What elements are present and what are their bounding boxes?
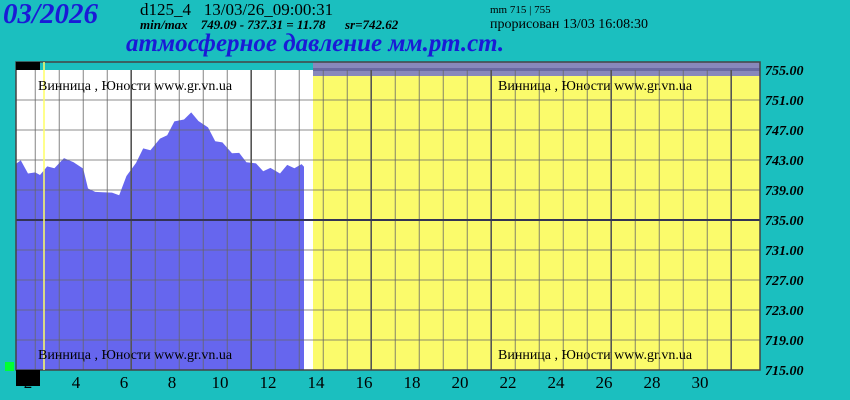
pressure-area bbox=[16, 112, 304, 371]
y-tick-label: 735.00 bbox=[765, 214, 804, 229]
watermark-top-right: Винница , Юности www.gr.vn.ua bbox=[498, 79, 693, 94]
plot-frame bbox=[15, 61, 761, 371]
station-code-datetime: d125_4 13/03/26_09:00:31 bbox=[140, 0, 333, 20]
watermark-bottom-right: Винница , Юности www.gr.vn.ua bbox=[498, 348, 693, 363]
station-code: d125_4 bbox=[140, 0, 191, 19]
x-tick-label: 24 bbox=[548, 373, 566, 392]
x-tick-label: 2 bbox=[24, 373, 33, 392]
top-band-line bbox=[313, 68, 760, 71]
minmax-label: min/max bbox=[140, 17, 188, 32]
y-tick-label: 731.00 bbox=[765, 244, 804, 259]
y-tick-label: 743.00 bbox=[765, 154, 804, 169]
x-axis-labels: 2 4 6 8 10 12 14 16 18 20 22 24 26 28 30 bbox=[24, 373, 709, 392]
y-tick-label: 727.00 bbox=[765, 274, 804, 289]
x-tick-label: 14 bbox=[308, 373, 326, 392]
minmax-line: min/max 749.09 - 737.31 = 11.78 sr=742.6… bbox=[140, 17, 398, 33]
x-tick-label: 6 bbox=[120, 373, 129, 392]
sr-value: sr=742.62 bbox=[344, 17, 399, 32]
watermark-bottom-left: Винница , Юности www.gr.vn.ua bbox=[38, 348, 233, 363]
x-tick-label: 4 bbox=[72, 373, 81, 392]
x-tick-label: 26 bbox=[596, 373, 613, 392]
x-tick-label: 20 bbox=[452, 373, 469, 392]
x-tick-label: 18 bbox=[404, 373, 421, 392]
x-tick-label: 22 bbox=[500, 373, 517, 392]
month-label: 03/2026 bbox=[3, 0, 99, 30]
y-tick-label: 747.00 bbox=[765, 124, 804, 139]
y-tick-label: 751.00 bbox=[765, 94, 804, 109]
y-tick-label: 723.00 bbox=[765, 304, 804, 319]
minmax-expr: 749.09 - 737.31 = 11.78 bbox=[200, 17, 326, 32]
mm-range: mm 715 | 755 bbox=[490, 4, 551, 16]
y-tick-label: 719.00 bbox=[765, 334, 804, 349]
x-tick-label: 10 bbox=[212, 373, 229, 392]
datetime: 13/03/26_09:00:31 bbox=[203, 0, 334, 19]
x-tick-label: 8 bbox=[168, 373, 177, 392]
x-tick-label: 12 bbox=[260, 373, 277, 392]
x-tick-label: 30 bbox=[692, 373, 709, 392]
status-indicator bbox=[5, 362, 14, 371]
x-tick-label: 28 bbox=[644, 373, 661, 392]
y-tick-label: 715.00 bbox=[765, 364, 804, 379]
y-axis-labels: 755.00 751.00 747.00 743.00 739.00 735.00 731.… bbox=[765, 64, 804, 379]
chart-title: атмосферное давление мм.рт.ст. bbox=[126, 30, 505, 57]
corner-marker-bottom bbox=[16, 370, 40, 386]
x-tick-label: 16 bbox=[356, 373, 373, 392]
y-tick-label: 739.00 bbox=[765, 184, 804, 199]
watermark-top-left: Винница , Юности www.gr.vn.ua bbox=[38, 79, 233, 94]
drawn-time: прорисован 13/03 16:08:30 bbox=[490, 17, 648, 32]
y-tick-label: 755.00 bbox=[765, 64, 804, 79]
corner-marker-top bbox=[16, 62, 40, 70]
